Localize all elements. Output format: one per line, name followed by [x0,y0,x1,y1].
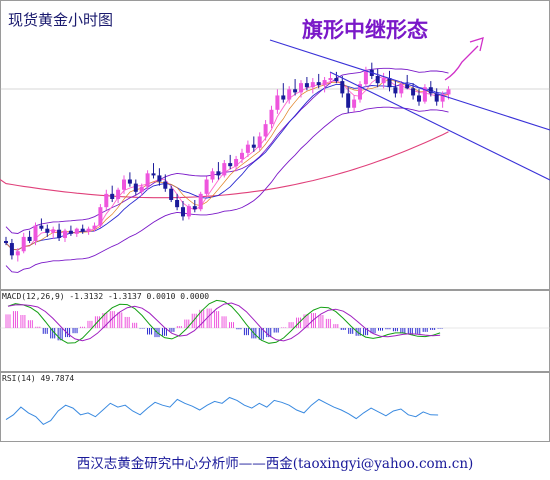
candle-body [446,89,451,95]
candle-body [104,193,109,208]
candle-body [216,171,221,176]
channel-lower-line [329,71,550,181]
candle-body [304,83,309,88]
candle-body [145,173,150,187]
candle-body [222,163,227,176]
candle-body [281,95,286,100]
candle-body [405,84,410,89]
candle-body [381,78,386,84]
candle-body [340,81,345,94]
candle-body [422,87,427,102]
candle-body [122,179,126,190]
candle-body [263,124,268,137]
candle-body [127,179,132,184]
candle-body [163,181,168,189]
chart-title: 现货黄金小时图 [8,11,114,29]
candle-body [27,236,32,241]
candle-body [157,175,162,182]
candle-body [63,230,67,238]
candle-body [68,230,73,234]
candle-body [322,80,327,86]
macd-chart [0,299,550,344]
candle-body [57,229,62,238]
candle-body [352,99,357,108]
long-ma-line [0,131,449,199]
candle-body [51,229,56,233]
candle-body [399,84,404,94]
candle-body [9,243,14,256]
candle-body [293,89,298,93]
candle-body [198,193,203,210]
candle-body [133,183,138,192]
candle-body [175,200,180,208]
candle-body [375,75,380,84]
candle-body [387,78,392,88]
candle-body [80,228,85,232]
candle-body [110,193,115,199]
candle-body [116,189,121,199]
candle-body [210,171,215,180]
fast-ma-line [5,76,449,251]
candle-body [287,89,292,100]
candle-body [228,163,233,167]
candle-body [234,159,239,167]
candle-body [434,93,439,102]
candle-body [204,179,209,194]
candle-body [316,82,321,86]
candle-body [428,87,433,94]
macd-label: MACD(12,26,9) -1.3132 -1.3137 0.0010 0.0… [2,292,210,301]
candle-body [4,241,8,244]
candle-body [363,69,368,85]
candle-body [299,83,303,93]
candle-body [151,173,156,176]
breakout-arrow-head [469,37,484,52]
candle-body [358,84,362,100]
candle-body [393,87,398,94]
candle-body [181,207,185,217]
candle-body [245,144,250,153]
candle-body [346,93,351,108]
rsi-line [5,396,439,426]
candle-body [310,82,315,88]
footer-credit: 西汉志黄金研究中心分析师——西金(taoxingyi@yahoo.com.cn) [76,456,474,472]
candle-body [192,206,197,210]
candle-body [33,225,38,241]
macd-signal-line [7,302,441,342]
channel-upper-line [269,39,550,131]
mid-ma-line [5,79,449,251]
rsi-chart [5,396,439,426]
candle-body [251,144,256,148]
slow-ma-line [5,82,449,251]
candle-body [417,95,421,102]
candle-body [86,228,91,232]
lower-band-line [5,106,449,273]
candle-body [411,88,416,96]
candle-body [74,228,79,234]
candle-body [275,95,280,110]
breakout-arrow-line [444,45,479,81]
candle-body [98,207,103,226]
candle-body [334,78,339,82]
candle-body [240,152,244,159]
candle-body [186,206,191,217]
candle-body [257,136,262,148]
candle-body [39,225,44,229]
candle-body [92,225,97,229]
candle-body [21,236,26,252]
candle-body [15,251,20,256]
candle-body [139,186,144,192]
price-chart [0,37,550,273]
candle-body [328,78,333,81]
pattern-annotation: 旗形中继形态 [302,18,428,42]
rsi-label: RSI(14) 49.7874 [2,374,75,383]
upper-band-line [5,67,449,234]
candle-body [440,94,445,102]
candle-body [269,109,274,125]
candle-body [45,228,50,233]
candle-body [169,188,174,200]
